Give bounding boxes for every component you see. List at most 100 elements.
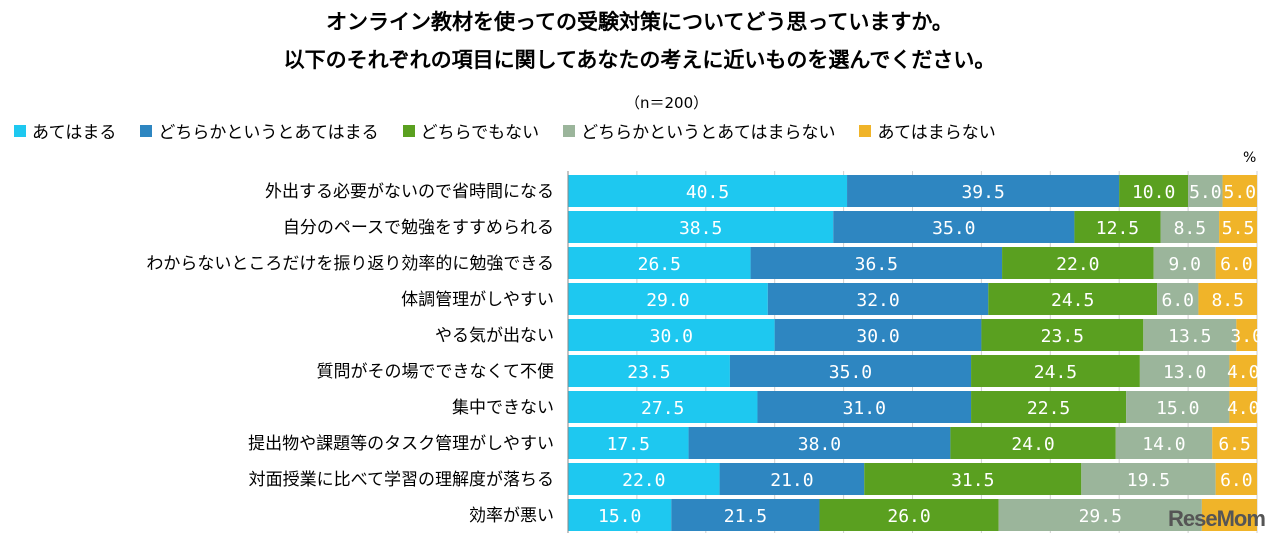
bar-segment bbox=[971, 355, 1140, 387]
data-label: 27.5 bbox=[641, 398, 684, 419]
data-label: 22.0 bbox=[1056, 254, 1099, 275]
data-label: 26.0 bbox=[887, 506, 930, 527]
chart-title: オンライン教材を使っての受験対策についてどう思っていますか。 bbox=[326, 10, 953, 34]
bar-segment bbox=[981, 319, 1144, 351]
data-label: 29.5 bbox=[1079, 506, 1122, 527]
data-label: 15.0 bbox=[1156, 398, 1199, 419]
bar-segment bbox=[1074, 211, 1161, 243]
sample-size-note: （n＝200） bbox=[625, 94, 709, 112]
legend-label: あてはまる bbox=[32, 123, 117, 143]
category-label: わからないところだけを振り返り効率的に勉強できる bbox=[146, 254, 554, 274]
bar-segment bbox=[1222, 175, 1257, 207]
bar-segment bbox=[1212, 427, 1257, 459]
legend-swatch bbox=[140, 124, 153, 137]
bar-segment bbox=[719, 463, 865, 495]
bar-segment bbox=[568, 355, 730, 387]
category-label: 外出する必要がないので省時間になる bbox=[265, 182, 554, 202]
category-label: 体調管理がしやすい bbox=[401, 290, 554, 310]
bar-segment bbox=[1153, 247, 1216, 279]
data-label: 3.0 bbox=[1230, 326, 1263, 347]
bar-segment bbox=[568, 247, 751, 279]
category-label: 自分のペースで勉強をすすめられる bbox=[283, 218, 554, 238]
bar-segment bbox=[1219, 211, 1257, 243]
legend-swatch bbox=[14, 124, 26, 137]
bar-segment bbox=[988, 283, 1158, 315]
data-label: 4.0 bbox=[1227, 362, 1260, 383]
bar-segment bbox=[1229, 391, 1257, 423]
bar-segment bbox=[750, 247, 1003, 279]
data-label: 5.5 bbox=[1222, 218, 1255, 239]
data-label: 17.5 bbox=[607, 434, 650, 455]
bar-segment bbox=[568, 427, 689, 459]
legend-swatch bbox=[402, 124, 415, 137]
data-label: 21.0 bbox=[770, 470, 813, 491]
unit-label: % bbox=[1243, 150, 1257, 166]
bar-segment bbox=[568, 463, 720, 495]
data-label: 13.0 bbox=[1163, 362, 1206, 383]
data-label: 24.5 bbox=[1051, 290, 1094, 311]
bar-segment bbox=[774, 319, 982, 351]
bar-segment bbox=[757, 391, 972, 423]
data-label: 6.0 bbox=[1162, 290, 1195, 311]
data-label: 23.5 bbox=[627, 362, 670, 383]
bar-segment bbox=[847, 175, 1120, 207]
data-label: 19.5 bbox=[1127, 470, 1170, 491]
data-label: 22.5 bbox=[1027, 398, 1070, 419]
bar-segment bbox=[1160, 211, 1220, 243]
category-label: 提出物や課題等のタスク管理がしやすい bbox=[248, 434, 554, 454]
data-label: 24.5 bbox=[1034, 362, 1077, 383]
legend-label: どちらかというとあてはまらない bbox=[581, 123, 836, 143]
data-label: 10.0 bbox=[1132, 182, 1175, 203]
data-label: 38.0 bbox=[798, 434, 841, 455]
legend-swatch bbox=[563, 124, 576, 137]
bar-segment bbox=[819, 499, 999, 531]
legend-swatch bbox=[859, 124, 872, 137]
bar-segment bbox=[864, 463, 1082, 495]
legend-label: どちらでもない bbox=[420, 123, 540, 143]
data-label: 6.0 bbox=[1220, 254, 1253, 275]
legend: あてはまる どちらかというとあてはまる どちらでもない どちらかというとあてはまらない… bbox=[14, 118, 1020, 143]
data-label: 35.0 bbox=[932, 218, 975, 239]
category-label: 対面授業に比べて学習の理解度が落ちる bbox=[249, 470, 554, 490]
bar-segment bbox=[998, 499, 1202, 531]
data-label: 14.0 bbox=[1142, 434, 1185, 455]
bar-segment bbox=[1198, 283, 1257, 315]
bar-segment bbox=[1126, 391, 1230, 423]
bar-segment bbox=[568, 391, 758, 423]
legend-item: どちらかというとあてはまらない bbox=[563, 118, 835, 143]
data-label: 35.0 bbox=[829, 362, 872, 383]
data-label: 36.5 bbox=[855, 254, 898, 275]
bar-segment bbox=[971, 391, 1127, 423]
resemom-logo: ReseMom bbox=[1168, 506, 1266, 531]
bar-segment bbox=[688, 427, 951, 459]
legend-item: あてはまる bbox=[14, 118, 116, 143]
category-label: 集中できない bbox=[452, 398, 554, 418]
bar-segment bbox=[568, 499, 672, 531]
legend-item: どちらでもない bbox=[402, 118, 540, 143]
data-label: 32.0 bbox=[856, 290, 899, 311]
bar-segment bbox=[1115, 427, 1213, 459]
data-label: 23.5 bbox=[1041, 326, 1084, 347]
bar-segment bbox=[1157, 283, 1199, 315]
data-label: 8.5 bbox=[1211, 290, 1244, 311]
data-label: 12.5 bbox=[1096, 218, 1139, 239]
data-label: 31.5 bbox=[951, 470, 994, 491]
legend-label: あてはまらない bbox=[877, 123, 996, 143]
data-label: 9.0 bbox=[1168, 254, 1201, 275]
bar-segment bbox=[568, 175, 848, 207]
data-label: 15.0 bbox=[598, 506, 641, 527]
data-label: 5.0 bbox=[1224, 182, 1257, 203]
category-label: 効率が悪い bbox=[469, 506, 554, 526]
bar-segment bbox=[767, 283, 989, 315]
legend-label: どちらかというとあてはまる bbox=[158, 123, 379, 143]
data-label: 26.5 bbox=[638, 254, 681, 275]
bar-segment bbox=[1139, 355, 1230, 387]
data-label: 29.0 bbox=[646, 290, 689, 311]
bar-segment bbox=[950, 427, 1116, 459]
data-label: 24.0 bbox=[1011, 434, 1054, 455]
data-label: 13.5 bbox=[1168, 326, 1211, 347]
data-label: 6.5 bbox=[1218, 434, 1251, 455]
bar-segment bbox=[1229, 355, 1257, 387]
bar-segment bbox=[568, 319, 775, 351]
data-label: 30.0 bbox=[650, 326, 693, 347]
